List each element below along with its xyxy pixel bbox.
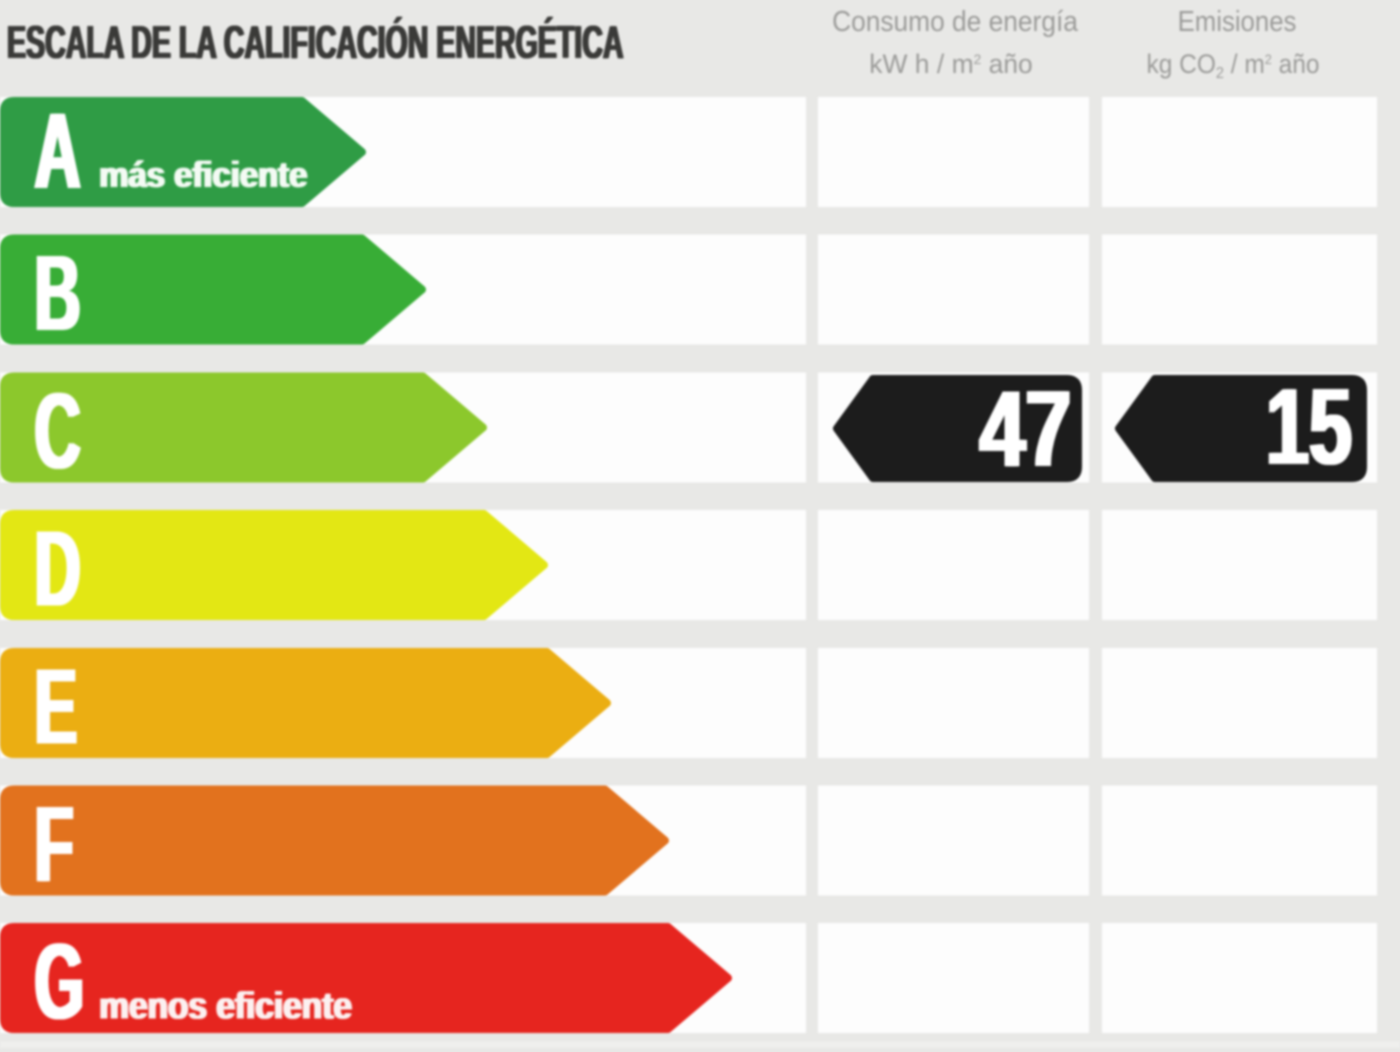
svg-text:ESCALA DE LA CALIFICACIÓN ENER: ESCALA DE LA CALIFICACIÓN ENERGÉTICA — [6, 16, 622, 69]
svg-text:kg CO2 / m2 año: kg CO2 / m2 año — [1147, 50, 1320, 82]
svg-text:15: 15 — [1268, 366, 1354, 488]
svg-text:15: 15 — [1266, 366, 1352, 488]
svg-text:B: B — [37, 233, 83, 354]
svg-text:E: E — [33, 646, 76, 767]
svg-text:A: A — [35, 91, 81, 212]
svg-text:ESCALA DE LA CALIFICACIÓN ENER: ESCALA DE LA CALIFICACIÓN ENERGÉTICA — [7, 16, 623, 69]
svg-text:menos eficiente: menos eficiente — [99, 985, 352, 1027]
svg-text:kW h / m2 año: kW h / m2 año — [869, 49, 1032, 79]
svg-text:F: F — [33, 784, 72, 905]
svg-text:15: 15 — [1264, 366, 1350, 488]
svg-text:G: G — [37, 921, 87, 1042]
svg-text:menos eficiente: menos eficiente — [98, 985, 351, 1027]
svg-text:47: 47 — [980, 369, 1072, 490]
svg-text:C: C — [33, 371, 79, 492]
svg-text:F: F — [37, 784, 76, 905]
svg-text:C: C — [37, 371, 83, 492]
svg-text:47: 47 — [977, 369, 1069, 490]
svg-text:más eficiente: más eficiente — [99, 155, 307, 195]
svg-text:47: 47 — [982, 369, 1074, 490]
svg-text:más eficiente: más eficiente — [98, 155, 306, 195]
svg-text:B: B — [33, 233, 79, 354]
svg-text:más eficiente: más eficiente — [101, 155, 309, 195]
svg-text:F: F — [35, 784, 74, 905]
svg-text:E: E — [35, 646, 78, 767]
svg-text:Emisiones: Emisiones — [1178, 5, 1297, 38]
svg-text:G: G — [35, 921, 85, 1042]
svg-text:C: C — [35, 371, 81, 492]
svg-text:G: G — [33, 921, 83, 1042]
svg-text:D: D — [35, 508, 81, 629]
svg-text:B: B — [35, 233, 81, 354]
svg-text:Consumo de energía: Consumo de energía — [832, 5, 1078, 37]
svg-text:A: A — [33, 91, 79, 212]
svg-text:D: D — [37, 508, 83, 629]
svg-text:ESCALA DE LA CALIFICACIÓN ENER: ESCALA DE LA CALIFICACIÓN ENERGÉTICA — [8, 16, 624, 69]
svg-text:menos eficiente: menos eficiente — [101, 985, 354, 1027]
svg-text:D: D — [33, 508, 79, 629]
svg-text:E: E — [37, 646, 80, 767]
svg-text:A: A — [37, 91, 83, 212]
